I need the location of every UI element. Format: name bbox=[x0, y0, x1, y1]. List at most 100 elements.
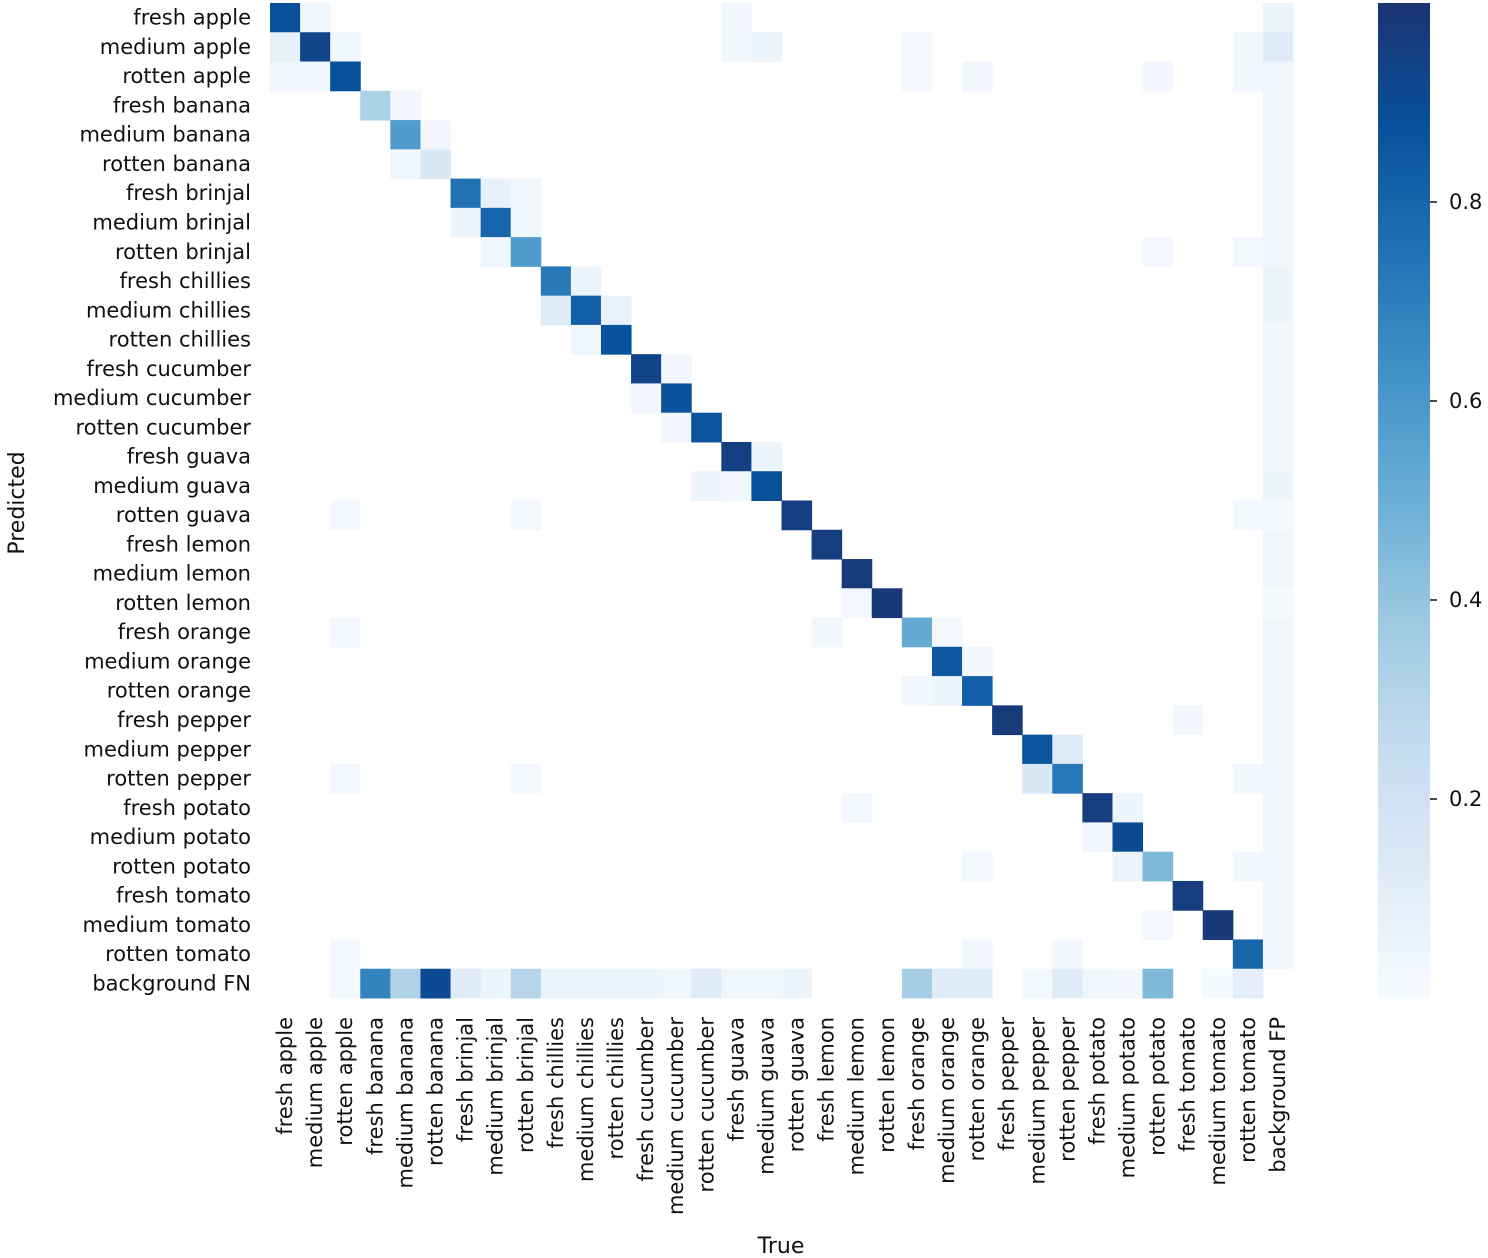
heatmap-cell bbox=[1262, 266, 1294, 297]
heatmap-cell bbox=[1262, 471, 1294, 501]
row-label: fresh tomato bbox=[116, 884, 251, 908]
heatmap-cell bbox=[1262, 880, 1294, 911]
heatmap-cell bbox=[510, 763, 542, 794]
heatmap-cell bbox=[1262, 500, 1294, 531]
column-label: rotten pepper bbox=[1055, 1017, 1079, 1162]
row-label: rotten pepper bbox=[106, 767, 251, 791]
heatmap-cell bbox=[1262, 559, 1294, 589]
column-label: rotten potato bbox=[1146, 1017, 1170, 1156]
heatmap-cell bbox=[1022, 763, 1053, 794]
heatmap-cell bbox=[390, 968, 421, 999]
row-label: fresh apple bbox=[133, 6, 251, 30]
row-label: rotten chillies bbox=[109, 328, 251, 352]
heatmap-cell bbox=[962, 851, 993, 882]
heatmap-cell bbox=[1022, 734, 1053, 765]
heatmap-cell bbox=[931, 676, 963, 706]
heatmap-cell bbox=[661, 354, 692, 384]
heatmap-cell bbox=[1232, 500, 1264, 531]
heatmap-cell bbox=[1142, 968, 1174, 999]
heatmap-cell bbox=[270, 32, 301, 63]
row-label: fresh guava bbox=[127, 445, 251, 469]
column-label: fresh cucumber bbox=[634, 1017, 658, 1182]
heatmap-cell bbox=[390, 149, 421, 180]
row-label: rotten guava bbox=[116, 503, 251, 527]
heatmap-cell bbox=[631, 354, 662, 384]
heatmap-cell bbox=[420, 149, 452, 180]
row-label: medium orange bbox=[84, 649, 251, 673]
colorbar-tick-label: 0.6 bbox=[1449, 389, 1482, 413]
column-label: fresh pepper bbox=[995, 1017, 1019, 1151]
column-label: medium guava bbox=[754, 1017, 778, 1175]
column-label: fresh lemon bbox=[815, 1017, 839, 1142]
colorbar bbox=[1378, 3, 1430, 998]
heatmap-cell bbox=[1262, 412, 1294, 443]
row-label: medium tomato bbox=[83, 913, 251, 937]
heatmap-cell bbox=[1262, 237, 1294, 267]
heatmap-cell bbox=[450, 207, 482, 238]
heatmap-cell bbox=[1262, 763, 1294, 794]
heatmap-cell bbox=[1262, 646, 1294, 677]
heatmap-cell bbox=[510, 968, 542, 999]
heatmap-cell bbox=[1262, 851, 1294, 882]
heatmap-cell bbox=[1142, 61, 1174, 92]
heatmap-cell bbox=[811, 617, 843, 648]
heatmap-cell bbox=[390, 90, 421, 121]
heatmap-cell bbox=[901, 32, 933, 63]
row-label: fresh potato bbox=[123, 796, 251, 820]
heatmap-cell bbox=[751, 441, 782, 472]
heatmap-cell bbox=[330, 763, 361, 794]
heatmap-cell bbox=[420, 120, 452, 150]
column-label: rotten tomato bbox=[1236, 1017, 1260, 1163]
heatmap-cell bbox=[480, 207, 512, 238]
heatmap-cell bbox=[962, 646, 993, 677]
heatmap-cell bbox=[962, 676, 993, 706]
heatmap-cell bbox=[330, 939, 361, 970]
y-axis-label: Predicted bbox=[5, 451, 30, 554]
heatmap-cell bbox=[600, 324, 632, 355]
row-label: medium banana bbox=[79, 123, 251, 147]
heatmap-cell bbox=[1022, 968, 1053, 999]
heatmap-cell bbox=[300, 61, 331, 92]
heatmap-cell bbox=[901, 61, 933, 92]
row-label: medium lemon bbox=[93, 562, 251, 586]
heatmap-cell bbox=[1262, 910, 1294, 940]
column-label: fresh brinjal bbox=[454, 1017, 478, 1142]
heatmap-cell bbox=[270, 61, 301, 92]
row-label: fresh lemon bbox=[126, 532, 251, 556]
row-label: medium brinjal bbox=[92, 210, 251, 234]
column-label: medium cucumber bbox=[664, 1017, 688, 1215]
heatmap-cell bbox=[931, 617, 963, 648]
heatmap-cell bbox=[1262, 3, 1294, 33]
column-label: rotten banana bbox=[423, 1017, 447, 1166]
heatmap-cell bbox=[510, 500, 542, 531]
column-label: rotten lemon bbox=[875, 1017, 899, 1153]
heatmap-cell bbox=[1142, 237, 1174, 267]
heatmap-cell bbox=[721, 441, 752, 472]
heatmap-cell bbox=[781, 968, 813, 999]
heatmap-cell bbox=[540, 295, 572, 326]
column-label: fresh orange bbox=[905, 1017, 929, 1150]
heatmap-cell bbox=[1262, 588, 1294, 619]
row-label: medium cucumber bbox=[53, 386, 251, 410]
column-label: medium chillies bbox=[574, 1017, 598, 1182]
row-label: medium pepper bbox=[84, 737, 252, 761]
heatmap-cell bbox=[450, 178, 482, 209]
heatmap-cell bbox=[721, 471, 752, 501]
heatmap-cell bbox=[811, 529, 843, 560]
heatmap-cell bbox=[1262, 383, 1294, 414]
colorbar-tick-label: 0.4 bbox=[1449, 588, 1482, 612]
heatmap-cell bbox=[1202, 968, 1234, 999]
row-label: rotten tomato bbox=[105, 942, 251, 966]
heatmap-cell bbox=[962, 61, 993, 92]
row-label: fresh cucumber bbox=[87, 357, 252, 381]
heatmap-cell bbox=[721, 968, 752, 999]
column-label: medium apple bbox=[303, 1017, 327, 1168]
heatmap-cell bbox=[300, 32, 331, 63]
x-axis-label: True bbox=[757, 1234, 805, 1258]
heatmap-cell bbox=[1262, 178, 1294, 209]
heatmap-cell bbox=[901, 617, 933, 648]
heatmap-cell bbox=[962, 939, 993, 970]
heatmap-cell bbox=[751, 968, 782, 999]
column-label: rotten chillies bbox=[604, 1017, 628, 1159]
heatmap-cell bbox=[300, 3, 331, 33]
